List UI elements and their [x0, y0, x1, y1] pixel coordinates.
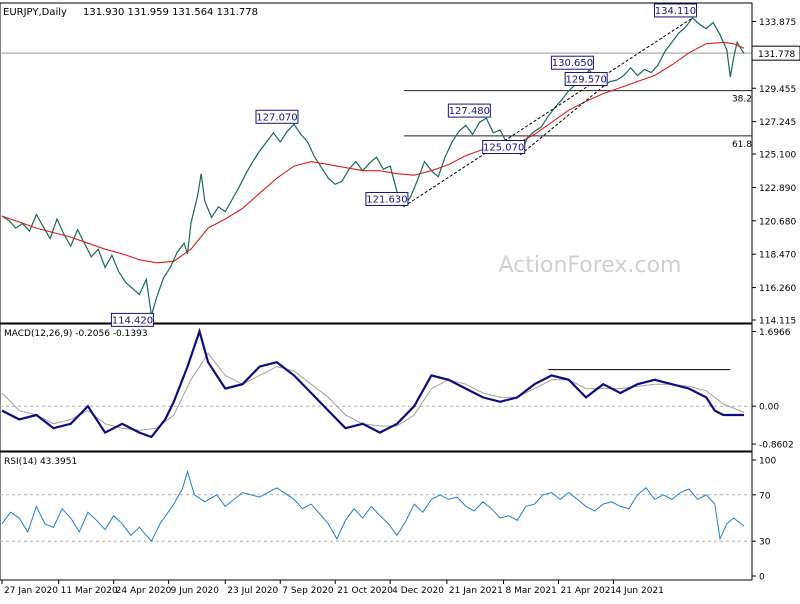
rsi-ytick-label-2: 30 [759, 538, 771, 548]
fib-label-0: 38.2 [732, 95, 752, 105]
xtick-label-5: 7 Sep 2020 [282, 586, 334, 596]
axes-group: 133.875131.665129.455127.245125.100122.8… [1, 18, 800, 596]
price-label-4: 125.070 [483, 143, 524, 154]
rsi-panel-frame [0, 451, 753, 581]
price-panel-frame [0, 2, 753, 324]
price-label-box-3 [447, 103, 491, 118]
ohlc-label: 131.930 131.959 131.564 131.778 [83, 7, 258, 18]
price-ytick-label-7: 118.470 [759, 251, 796, 261]
price-ytick-label-9: 114.115 [759, 317, 796, 327]
xtick-label-0: 27 Jan 2020 [4, 586, 58, 596]
last-price-label: 131.778 [758, 50, 795, 60]
trend-line-1 [520, 86, 604, 155]
price-label-box-6 [564, 72, 608, 87]
rsi-title: RSI(14) 43.3951 [4, 457, 77, 467]
trend-line-0 [403, 17, 693, 207]
price-series-group: 38.2 61.8 114.420 127.070 121.630 127.480 125.… [0, 3, 752, 327]
macd-ytick-label-1: 0.00 [759, 403, 779, 413]
price-ytick-label-3: 127.245 [759, 118, 796, 128]
price-label-box-2 [365, 191, 409, 206]
xtick-label-7: 4 Dec 2020 [392, 586, 444, 596]
price-label-box-5 [550, 55, 594, 70]
price-label-box-0 [110, 312, 154, 327]
xtick-label-1: 11 Mar 2020 [61, 586, 118, 596]
price-ytick-label-8: 116.260 [759, 284, 796, 294]
macd-series-group [0, 327, 752, 439]
price-series [1, 17, 745, 316]
xtick-label-10: 21 Apr 2021 [561, 586, 617, 596]
price-label-0: 114.420 [112, 315, 153, 326]
price-ytick-label-4: 125.100 [759, 151, 796, 161]
symbol-label: EURJPY,Daily [3, 7, 67, 18]
macd-title: MACD(12,26,9) -0.2056 -0.1393 [4, 329, 148, 339]
macd-ytick-label-2: -0.8602 [759, 441, 794, 451]
price-label-1: 127.070 [256, 112, 297, 123]
rsi-ytick-label-0: 100 [759, 457, 776, 467]
fib-label-1: 61.8 [732, 140, 752, 150]
last-price-tag [751, 45, 800, 61]
price-label-box-4 [482, 140, 526, 155]
macd-panel-frame [0, 323, 753, 452]
xtick-label-4: 23 Jul 2020 [227, 586, 278, 596]
moving-average-series [1, 41, 745, 264]
price-ytick-label-0: 133.875 [759, 18, 796, 28]
rsi-ytick-label-1: 70 [759, 491, 771, 501]
price-ytick-label-2: 129.455 [759, 85, 796, 95]
rsi-series [1, 469, 745, 543]
price-label-2: 121.630 [366, 194, 407, 205]
price-label-box-7 [653, 3, 697, 18]
xtick-label-8: 21 Jan 2021 [449, 586, 503, 596]
price-label-6: 129.570 [565, 75, 606, 86]
price-label-box-1 [255, 109, 299, 124]
rsi-series-group [0, 469, 752, 543]
macd-ytick-label-0: 1.6966 [759, 328, 791, 338]
price-label-7: 134.110 [655, 6, 696, 17]
price-label-3: 127.480 [449, 106, 490, 117]
macd-signal-series [1, 352, 745, 431]
xtick-label-9: 8 Mar 2021 [506, 586, 557, 596]
price-ytick-label-5: 122.890 [759, 184, 796, 194]
watermark: ActionForex.com [499, 253, 682, 278]
xtick-label-6: 21 Oct 2020 [337, 586, 393, 596]
xtick-label-3: 9 Jun 2020 [171, 586, 220, 596]
price-ytick-label-6: 120.680 [759, 217, 796, 227]
xtick-label-11: 4 Jun 2021 [615, 586, 663, 596]
macd-series [1, 327, 744, 439]
price-label-5: 130.650 [552, 58, 593, 69]
rsi-ytick-label-3: 0 [759, 573, 765, 583]
xtick-label-2: 24 Apr 2020 [116, 586, 172, 596]
